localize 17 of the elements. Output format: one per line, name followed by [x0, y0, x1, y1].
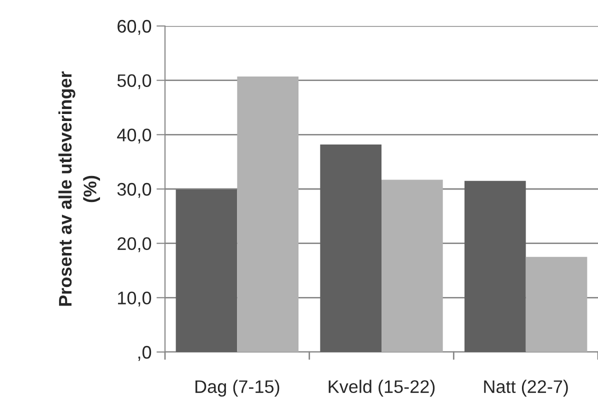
x-tick-label: Natt (22-7)	[484, 380, 568, 397]
bar	[176, 190, 238, 352]
y-tick-label: 60,0	[118, 20, 152, 35]
x-tick-label: Dag (7-15)	[196, 380, 280, 397]
y-tick-label: 10,0	[118, 292, 152, 307]
y-axis-title: Prosent av alle utleveringer (%)	[58, 71, 100, 306]
bar	[526, 256, 588, 352]
y-tick-label: 40,0	[117, 128, 152, 144]
y-tick-label: 50,0	[117, 74, 152, 90]
bar	[464, 180, 526, 352]
x-tick-label: Kveld (15-22)	[328, 380, 435, 397]
y-tick-label: 20,0	[118, 237, 152, 252]
y-tick-label: 30,0	[117, 182, 152, 198]
y-tick-label: ,0	[138, 346, 152, 361]
bar	[382, 180, 443, 352]
bar	[320, 144, 382, 352]
bar	[237, 76, 299, 352]
